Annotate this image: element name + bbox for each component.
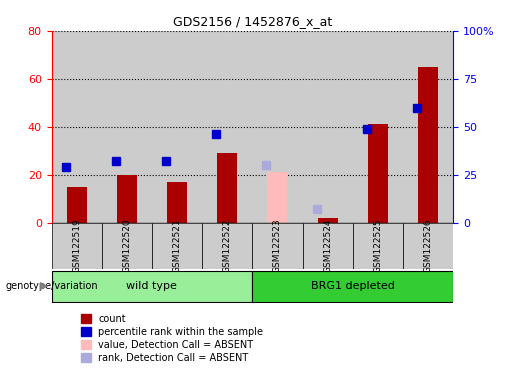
Text: GSM122526: GSM122526 [424, 218, 433, 273]
Text: GSM122521: GSM122521 [173, 218, 181, 273]
Bar [303, 223, 353, 269]
Text: GSM122520: GSM122520 [123, 218, 131, 273]
Bar [52, 271, 252, 302]
Legend: count, percentile rank within the sample, value, Detection Call = ABSENT, rank, : count, percentile rank within the sample… [79, 312, 265, 365]
Text: wild type: wild type [127, 281, 177, 291]
Bar [202, 31, 252, 223]
Bar [101, 31, 152, 223]
Text: GSM122523: GSM122523 [273, 218, 282, 273]
Text: genotype/variation: genotype/variation [5, 281, 98, 291]
Bar [252, 31, 302, 223]
Bar [353, 31, 403, 223]
Text: BRG1 depleted: BRG1 depleted [311, 281, 394, 291]
Bar [403, 223, 453, 269]
Bar [418, 67, 438, 223]
Bar [318, 218, 338, 223]
Bar [167, 182, 187, 223]
Bar [252, 223, 303, 269]
Bar [353, 223, 403, 269]
Bar [202, 223, 252, 269]
Bar [117, 175, 137, 223]
Bar [302, 31, 353, 223]
Bar [52, 31, 101, 223]
Text: ▶: ▶ [40, 281, 49, 291]
Bar [102, 223, 152, 269]
Bar [368, 124, 388, 223]
Bar [252, 271, 453, 302]
Bar [66, 187, 87, 223]
Text: GSM122524: GSM122524 [323, 218, 332, 273]
Text: GSM122525: GSM122525 [373, 218, 382, 273]
Text: GSM122522: GSM122522 [223, 218, 232, 273]
Bar [152, 31, 202, 223]
Title: GDS2156 / 1452876_x_at: GDS2156 / 1452876_x_at [173, 15, 332, 28]
Bar [403, 31, 453, 223]
Bar [52, 223, 102, 269]
Bar [267, 172, 287, 223]
Text: GSM122519: GSM122519 [72, 218, 81, 273]
Bar [152, 223, 202, 269]
Bar [217, 153, 237, 223]
